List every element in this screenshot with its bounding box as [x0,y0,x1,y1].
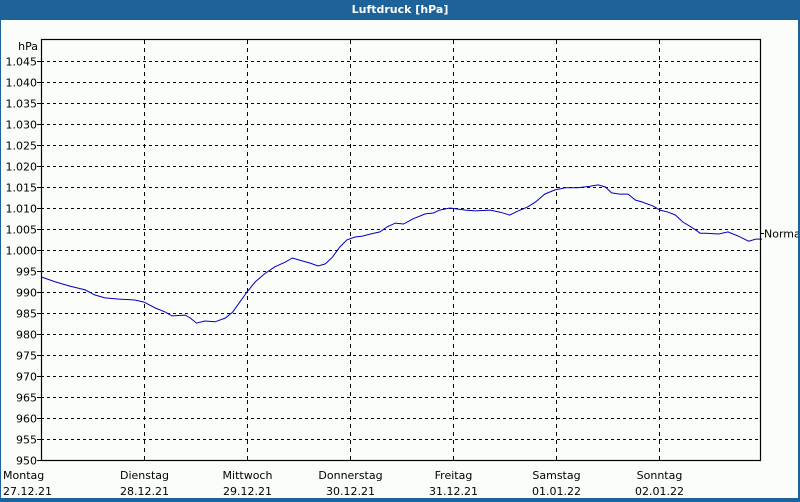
y-tick-label: 975 [16,350,37,363]
x-tick-date-label: 27.12.21 [3,485,52,498]
x-tick-day-label: Freitag [435,469,473,482]
y-tick-label: 1.020 [6,161,38,174]
x-tick-date-label: 02.01.22 [635,485,684,498]
vertical-gridlines [144,40,660,460]
y-tick-label: 960 [16,413,37,426]
pressure-line [40,184,762,324]
y-tick-label: 955 [16,434,37,447]
y-tick-label: 1.005 [6,224,38,237]
normal-label: Normal [764,228,798,241]
chart-area: 950 955 960 965 970 975 980 985 990 995 1.000 1.005… [1,20,800,498]
y-tick-label: 965 [16,392,37,405]
x-axis-tick-labels: Montag 27.12.21 Dienstag 28.12.21 Mittwoch 29… [3,469,684,498]
y-tick-label: 995 [16,266,37,279]
horizontal-gridlines [37,61,760,461]
y-axis-tick-labels: 950 955 960 965 970 975 980 985 990 995 1.000 1.005… [6,56,38,468]
x-tick-date-label: 28.12.21 [120,485,169,498]
window-title: Luftdruck [hPa] [0,0,800,20]
y-tick-label: 970 [16,371,37,384]
y-tick-label: 980 [16,329,37,342]
y-tick-label: 1.030 [6,119,38,132]
y-tick-label: 1.015 [6,182,38,195]
x-tick-date-label: 31.12.21 [429,485,478,498]
x-tick-day-label: Montag [3,469,44,482]
y-tick-label: 1.035 [6,98,38,111]
normal-reference-marker: Normal [760,228,800,241]
pressure-chart: 950 955 960 965 970 975 980 985 990 995 1.000 1.005… [3,38,800,498]
y-axis-unit-label: hPa [18,40,38,53]
x-tick-day-label: Dienstag [120,469,169,482]
y-tick-label: 1.000 [6,245,38,258]
plot-frame [40,38,762,462]
x-tick-date-label: 01.01.22 [532,485,581,498]
y-tick-label: 985 [16,308,37,321]
y-tick-label: 1.010 [6,203,38,216]
x-tick-day-label: Sonntag [637,469,683,482]
y-tick-label: 1.040 [6,77,38,90]
y-tick-label: 950 [16,455,37,468]
x-tick-date-label: 29.12.21 [223,485,272,498]
x-tick-day-label: Mittwoch [223,469,273,482]
x-tick-day-label: Samstag [532,469,580,482]
y-tick-label: 1.045 [6,56,38,69]
y-tick-label: 990 [16,287,37,300]
x-tick-date-label: 30.12.21 [326,485,375,498]
x-tick-day-label: Donnerstag [318,469,382,482]
y-tick-label: 1.025 [6,140,38,153]
